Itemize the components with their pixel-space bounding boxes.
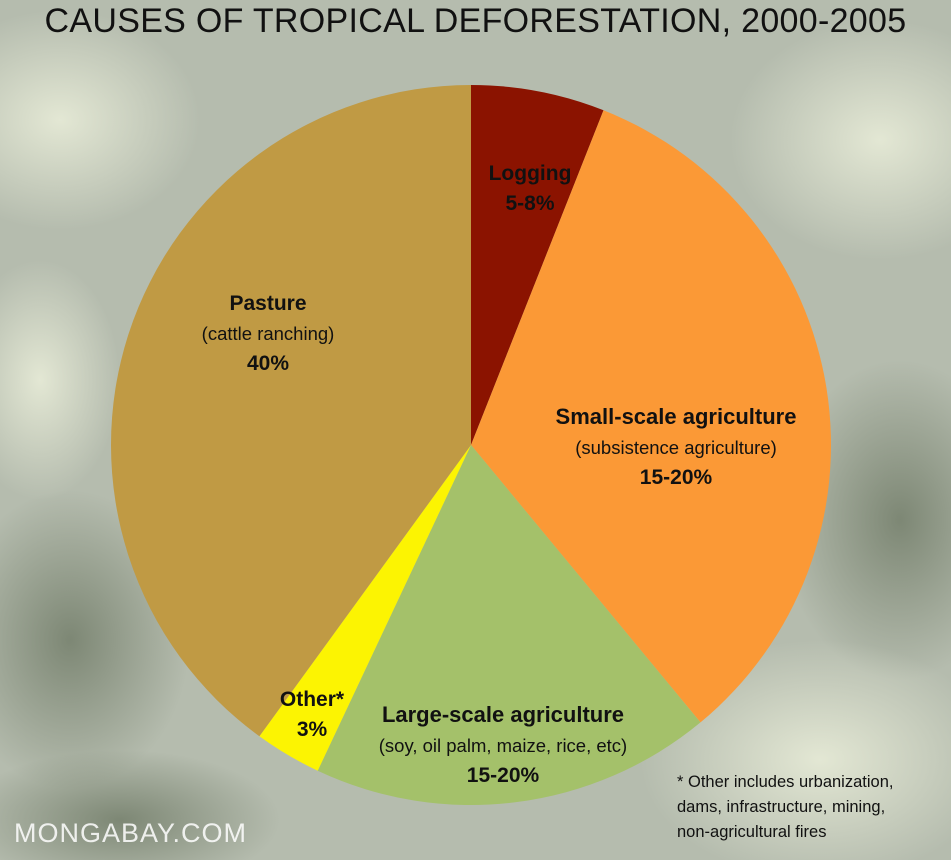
footnote-line-2: dams, infrastructure, mining,: [677, 798, 886, 816]
pie-slice-large-scale-agriculture: [317, 445, 701, 805]
slice-value-label: 5-8%: [505, 192, 554, 215]
pie-slice-other: [259, 445, 471, 771]
slice-sublabel: (cattle ranching): [202, 323, 335, 344]
slice-value-label: 3%: [297, 718, 328, 741]
pie-slice-pasture: [110, 85, 471, 737]
slice-label: Other*: [280, 688, 345, 711]
slice-value-label: 15-20%: [467, 764, 540, 787]
slice-value-label: 15-20%: [640, 466, 713, 489]
slice-value-label: 40%: [247, 352, 289, 375]
slice-label: Large-scale agriculture: [382, 702, 624, 727]
footnote-line-3: non-agricultural fires: [677, 823, 827, 841]
slice-label: Pasture: [229, 292, 306, 315]
footnote: * Other includes urbanization, dams, inf…: [677, 770, 949, 845]
watermark: MONGABAY.COM: [14, 818, 248, 848]
chart-title: CAUSES OF TROPICAL DEFORESTATION, 2000-2…: [44, 2, 907, 40]
slice-sublabel: (soy, oil palm, maize, rice, etc): [379, 735, 627, 756]
slice-label: Logging: [489, 162, 572, 185]
slice-label: Small-scale agriculture: [556, 404, 797, 429]
pie-slice-small-scale-agriculture: [471, 110, 831, 723]
pie-slice-logging: [471, 85, 604, 445]
slice-sublabel: (subsistence agriculture): [575, 437, 777, 458]
footnote-line-1: * Other includes urbanization,: [677, 773, 894, 791]
